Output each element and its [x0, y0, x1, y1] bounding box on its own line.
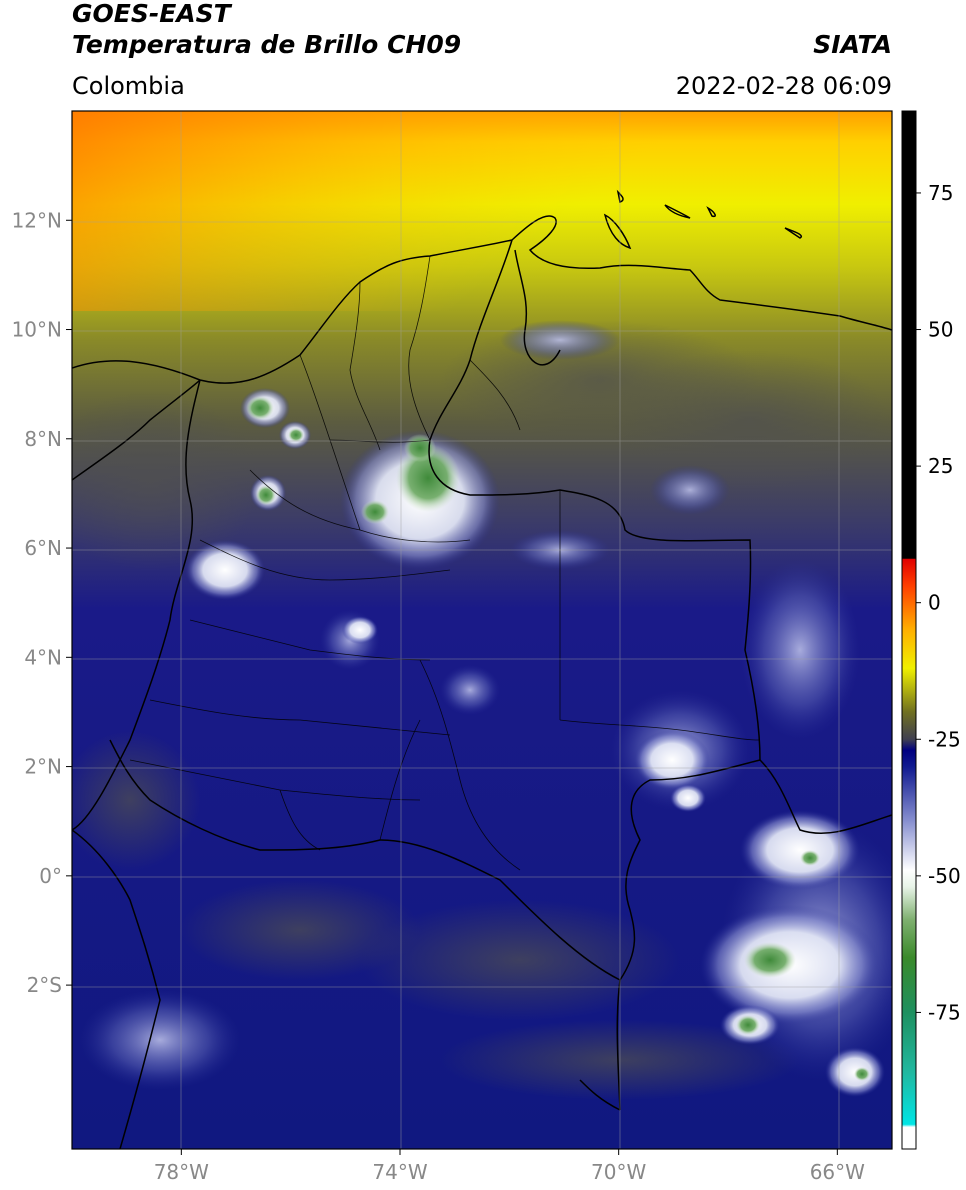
- lat-tick-label: 2°N: [24, 755, 62, 779]
- lat-tick-label: 8°N: [24, 427, 62, 451]
- latitude-ticks: 12°N 10°N 8°N 6°N 4°N 2°N 0° 2°S: [12, 208, 72, 997]
- colorbar-tick-label: 50: [928, 318, 953, 342]
- colorbar-tick-label: 0: [928, 591, 941, 615]
- colorbar-tick-label: -25: [928, 727, 961, 751]
- lat-tick-label: 2°S: [27, 973, 62, 997]
- colorbar-tick-label: 25: [928, 454, 953, 478]
- satellite-title: GOES-EAST: [72, 0, 231, 28]
- map-frame: [71, 110, 893, 1150]
- timestamp-label: 2022-02-28 06:09: [675, 72, 892, 100]
- lon-tick-label: 66°W: [810, 1160, 865, 1184]
- lon-tick-label: 74°W: [372, 1160, 427, 1184]
- agency-label: SIATA: [813, 30, 892, 59]
- lon-tick-label: 70°W: [591, 1160, 646, 1184]
- colorbar-tick-label: -75: [928, 1000, 961, 1024]
- brightness-field: [72, 111, 892, 1149]
- colorbar-tick-label: 75: [928, 181, 953, 205]
- lat-tick-label: 4°N: [24, 645, 62, 669]
- lat-tick-label: 10°N: [12, 318, 62, 342]
- lat-tick-label: 12°N: [12, 208, 62, 232]
- lat-tick-label: 6°N: [24, 536, 62, 560]
- country-borders: [72, 189, 892, 1149]
- product-title: Temperatura de Brillo CH09: [72, 30, 462, 59]
- lon-tick-label: 78°W: [154, 1160, 209, 1184]
- lat-lon-grid: [72, 111, 892, 1149]
- lat-tick-label: 0°: [39, 864, 62, 888]
- colorbar-ticks: 75 50 25 0 -25 -50 -75: [916, 181, 961, 1024]
- longitude-ticks: 78°W 74°W 70°W 66°W: [154, 1149, 865, 1184]
- colorbar: [901, 110, 917, 1150]
- colorbar-tick-label: -50: [928, 864, 961, 888]
- region-label: Colombia: [72, 72, 185, 100]
